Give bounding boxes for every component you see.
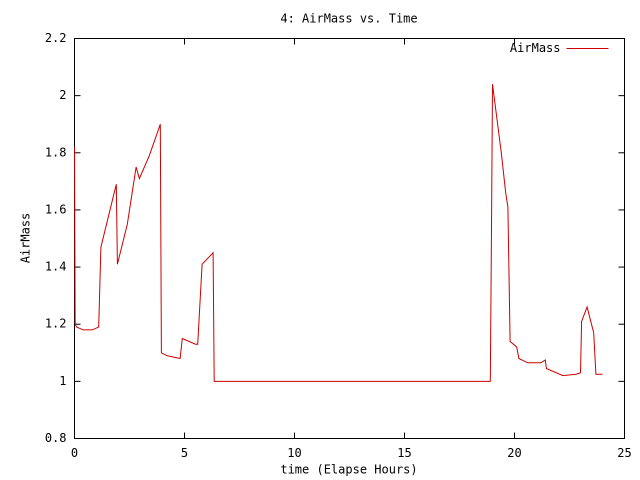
y-tick-label: 1.4 — [45, 260, 67, 274]
x-tick-label: 15 — [397, 446, 411, 460]
plot-frame — [74, 38, 625, 439]
y-tick-label: 1.2 — [45, 317, 67, 331]
y-tick-label: 1 — [59, 374, 66, 388]
x-tick-label: 5 — [181, 446, 188, 460]
x-tick-label: 10 — [287, 446, 301, 460]
x-axis-label: time (Elapse Hours) — [280, 463, 417, 477]
y-axis-label: AirMass — [19, 213, 33, 264]
y-tick-label: 1.6 — [45, 202, 67, 216]
x-tick-label: 20 — [507, 446, 521, 460]
data-line — [74, 84, 603, 382]
chart-title: 4: AirMass vs. Time — [280, 12, 417, 26]
y-tick-label: 1.8 — [45, 145, 67, 159]
y-tick-label: 2 — [59, 88, 66, 102]
x-tick-label: 25 — [617, 446, 631, 460]
legend-label: AirMass — [510, 41, 561, 55]
y-tick-label: 0.8 — [45, 431, 67, 445]
x-tick-label: 0 — [71, 446, 78, 460]
y-tick-label: 2.2 — [45, 31, 67, 45]
